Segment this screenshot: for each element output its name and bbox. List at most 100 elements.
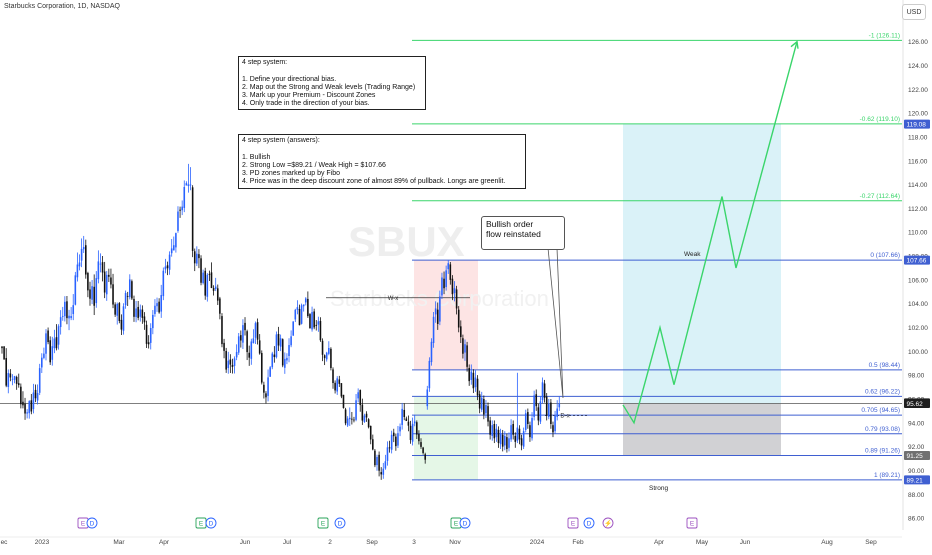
y-tick-7: 100.00 — [908, 349, 928, 356]
candle-body-218 — [457, 309, 460, 328]
candle-body-131 — [275, 334, 278, 358]
candle-body-150 — [315, 324, 318, 326]
event-badge-3 — [205, 517, 217, 529]
event-badge-5 — [334, 517, 346, 529]
x-tick-4: Jun — [240, 539, 251, 546]
candle-body-123 — [258, 340, 261, 354]
candle-body-87 — [183, 186, 186, 208]
candle-body-3 — [7, 373, 10, 387]
candle-body-106 — [223, 342, 225, 351]
candle-body-206 — [432, 316, 435, 344]
candle-body-179 — [376, 456, 378, 466]
candle-body-224 — [470, 371, 473, 380]
candle-body-261 — [547, 403, 550, 417]
candle-body-222 — [466, 345, 468, 367]
candle-body-44 — [93, 286, 95, 306]
candle-body-190 — [399, 426, 401, 432]
x-tick-0: ec — [1, 539, 9, 546]
event-badge-1 — [86, 517, 98, 529]
candle-body-75 — [158, 301, 160, 313]
candle-body-215 — [451, 278, 454, 295]
y-tick-4: 94.00 — [908, 420, 925, 427]
candle-body-94 — [198, 254, 200, 259]
candle-body-100 — [210, 272, 213, 288]
candle-body-21 — [45, 333, 47, 354]
stop-zone — [623, 403, 781, 456]
candle-body-256 — [537, 407, 540, 421]
candle-body-221 — [464, 344, 466, 353]
candle-body-191 — [401, 408, 403, 425]
candle-body-245 — [514, 435, 517, 442]
event-label-9: D — [587, 521, 592, 528]
y-tick-9: 104.00 — [908, 301, 928, 308]
candle-body-16 — [34, 389, 37, 399]
candle-body-208 — [436, 309, 439, 324]
dx-label: D-x — [560, 414, 569, 420]
candle-body-148 — [311, 312, 313, 330]
candle-body-83 — [175, 233, 177, 248]
price-tag-5: 89.21 — [907, 477, 924, 484]
candle-body-76 — [160, 295, 163, 312]
system-note: 4 step system: 1. Define your directiona… — [238, 56, 426, 110]
candle-body-35 — [74, 275, 77, 305]
candle-body-71 — [149, 328, 152, 343]
candle-body-110 — [231, 364, 234, 367]
order-flow-callout: Bullish order flow reinstated — [481, 216, 565, 250]
candle-body-172 — [361, 404, 364, 421]
fib-label-4: 0.62 (96.22) — [865, 388, 900, 395]
candle-body-151 — [317, 321, 320, 325]
candle-body-244 — [512, 424, 514, 435]
candle-body-103 — [216, 288, 219, 301]
projection-arrowhead — [790, 40, 799, 49]
candle-body-122 — [256, 322, 259, 340]
currency-button[interactable]: USD — [902, 4, 926, 20]
candle-body-246 — [516, 427, 519, 441]
candle-body-69 — [145, 324, 148, 344]
candle-body-134 — [281, 339, 284, 366]
candle-body-158 — [332, 369, 334, 384]
candle-body-31 — [66, 301, 68, 319]
candle-body-48 — [101, 262, 104, 273]
y-tick-0: 86.00 — [908, 516, 925, 523]
candle-body-262 — [550, 402, 552, 424]
candle-body-70 — [147, 342, 150, 345]
x-tick-15: Aug — [821, 539, 833, 546]
candle-body-154 — [323, 355, 326, 359]
y-tick-1: 88.00 — [908, 492, 925, 499]
event-badge-9 — [583, 517, 595, 529]
candle-body-181 — [380, 472, 382, 475]
candle-body-160 — [336, 378, 338, 392]
event-badge-4 — [317, 517, 329, 529]
candle-body-139 — [292, 321, 295, 336]
candle-body-237 — [497, 429, 500, 444]
candle-body-45 — [95, 278, 98, 304]
watermark-ticker: SBUX — [348, 218, 465, 265]
candle-body-248 — [520, 438, 523, 446]
fib-label-1: 0.89 (91.26) — [865, 447, 900, 454]
price-tag-1: 107.66 — [907, 258, 927, 265]
candle-body-141 — [296, 307, 299, 310]
candle-body-112 — [235, 352, 238, 358]
candle-body-90 — [189, 184, 192, 186]
candle-body-253 — [531, 418, 533, 439]
candle-body-155 — [325, 352, 328, 360]
candle-body-161 — [338, 379, 341, 384]
candle-body-41 — [87, 272, 89, 291]
candle-body-242 — [508, 438, 510, 448]
candle-body-78 — [164, 266, 167, 270]
candle-body-193 — [405, 418, 408, 422]
candle-body-43 — [91, 286, 93, 300]
y-tick-15: 116.00 — [908, 158, 928, 165]
candle-body-91 — [191, 187, 194, 251]
candle-body-40 — [85, 245, 87, 275]
x-tick-13: May — [696, 539, 709, 546]
y-tick-3: 92.00 — [908, 444, 925, 451]
candle-body-102 — [214, 286, 217, 290]
candle-body-140 — [294, 309, 297, 320]
x-tick-14: Jun — [740, 539, 751, 546]
candle-body-220 — [462, 338, 464, 354]
candle-body-17 — [36, 393, 39, 401]
candle-body-157 — [330, 348, 332, 369]
